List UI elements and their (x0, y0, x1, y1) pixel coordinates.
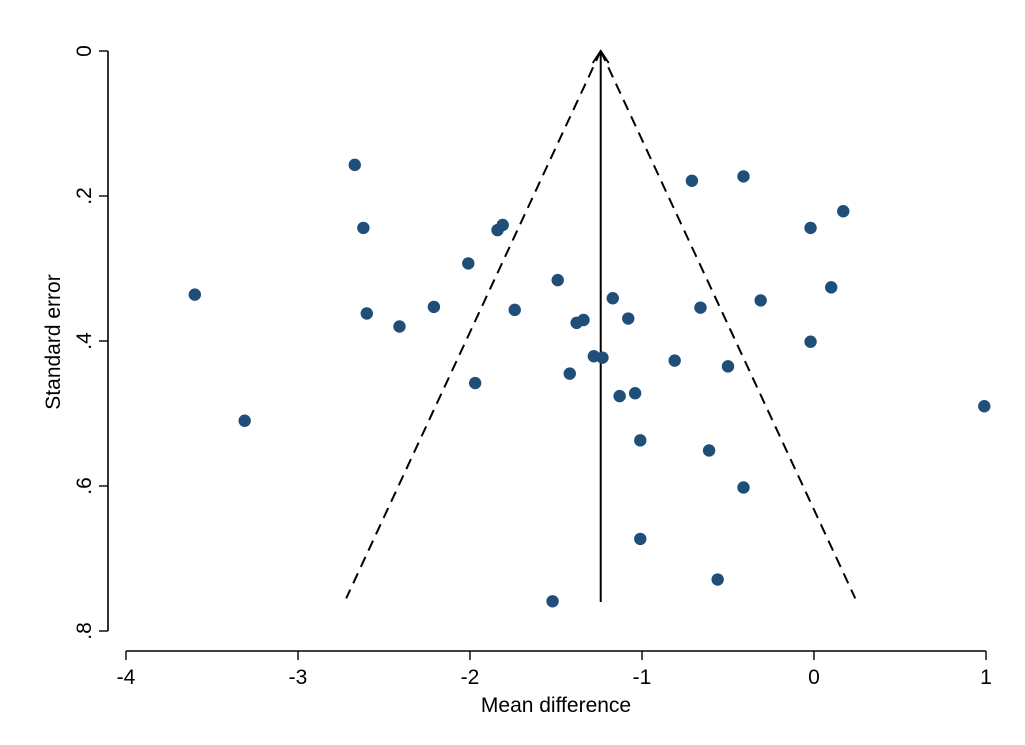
data-point (188, 288, 201, 301)
x-tick-label: -2 (461, 666, 480, 689)
data-points (188, 158, 991, 608)
data-point (462, 257, 475, 270)
y-tick-label: .2 (73, 187, 96, 205)
data-point (427, 300, 441, 314)
data-point (837, 205, 850, 218)
data-point (622, 312, 635, 325)
data-point (825, 281, 838, 294)
data-point (551, 273, 564, 287)
x-tick-label: -1 (633, 666, 652, 689)
x-axis-title: Mean difference (481, 694, 631, 717)
data-point (634, 532, 647, 546)
data-point (357, 221, 370, 235)
y-tick-label: 0 (73, 45, 96, 57)
data-point (737, 481, 750, 494)
data-point (694, 301, 707, 314)
y-tick-label: .8 (73, 622, 96, 640)
data-point (711, 573, 724, 586)
data-point (804, 335, 817, 348)
data-point (702, 444, 716, 457)
y-tick-label: .4 (73, 332, 96, 350)
data-point (546, 595, 559, 608)
data-point (804, 221, 817, 235)
data-point (668, 354, 681, 367)
data-point (754, 294, 767, 307)
data-point (721, 360, 735, 373)
funnel-right-limit (599, 50, 857, 599)
data-point (613, 389, 626, 403)
data-point (606, 292, 619, 305)
data-point (360, 307, 373, 320)
data-point (491, 223, 504, 237)
data-point (628, 387, 642, 400)
x-tick-label: 1 (980, 666, 992, 689)
data-point (634, 434, 647, 447)
data-point (978, 400, 991, 413)
data-point (348, 158, 361, 172)
y-axis-title: Standard error (42, 274, 65, 409)
data-point (596, 351, 609, 364)
axes (107, 51, 986, 652)
funnel-left-limit (345, 50, 602, 599)
x-tick-label: -3 (289, 666, 308, 689)
data-point (468, 376, 482, 390)
y-axis-ticks: 0 .2 .4 .6 .8 (73, 45, 108, 640)
x-tick-label: 0 (808, 666, 820, 689)
data-point (737, 170, 750, 183)
pooled-estimate-arrowhead (591, 49, 610, 64)
data-point (508, 303, 521, 317)
data-point (685, 174, 699, 187)
data-point (238, 414, 251, 427)
data-point (393, 320, 406, 333)
data-point (570, 316, 583, 330)
funnel-lines (345, 49, 857, 602)
data-point (563, 367, 576, 380)
x-tick-label: -4 (117, 666, 136, 689)
x-axis-ticks: -4 -3 -2 -1 0 1 (117, 651, 992, 689)
y-tick-label: .6 (73, 477, 96, 495)
